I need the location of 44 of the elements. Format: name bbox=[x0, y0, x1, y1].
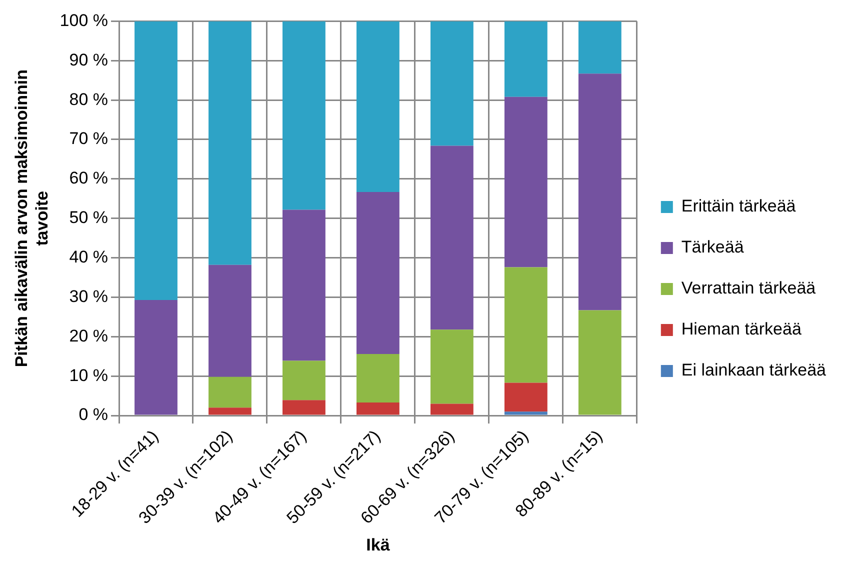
bar bbox=[356, 354, 400, 403]
bar bbox=[134, 300, 178, 415]
bar bbox=[578, 21, 622, 74]
legend-label: Verrattain tärkeää bbox=[681, 278, 816, 298]
y-tick-label: 0 % bbox=[78, 405, 108, 424]
bar bbox=[430, 21, 474, 146]
bar bbox=[430, 146, 474, 330]
bar bbox=[208, 264, 252, 377]
legend-label: Tärkeää bbox=[681, 238, 744, 257]
y-axis-title: Pitkän aikavälin arvon maksimoinnin tavoite bbox=[12, 70, 52, 368]
y-tick-label: 50 % bbox=[69, 208, 108, 228]
y-tick-label: 100 % bbox=[60, 10, 108, 30]
y-tick-label: 30 % bbox=[69, 286, 108, 306]
bar bbox=[282, 210, 326, 361]
y-tick-label: 70 % bbox=[69, 129, 108, 148]
legend-label: Erittäin tärkeää bbox=[681, 196, 796, 216]
bar bbox=[356, 402, 400, 415]
bar bbox=[504, 412, 548, 415]
y-tick-label: 20 % bbox=[69, 326, 108, 346]
bar bbox=[504, 96, 548, 268]
bar bbox=[356, 21, 400, 192]
bar bbox=[504, 382, 548, 412]
bar bbox=[208, 376, 252, 408]
y-tick-label: 10 % bbox=[69, 366, 108, 385]
bar bbox=[208, 21, 252, 265]
bar bbox=[134, 21, 178, 300]
y-tick-label: 40 % bbox=[69, 247, 108, 266]
y-tick-label: 90 % bbox=[69, 50, 108, 70]
legend-label: Ei lainkaan tärkeää bbox=[681, 360, 827, 380]
bar bbox=[504, 21, 548, 97]
bar bbox=[578, 310, 622, 415]
bar bbox=[282, 360, 326, 400]
bar bbox=[430, 404, 474, 415]
bar bbox=[578, 74, 622, 310]
bar bbox=[356, 192, 400, 354]
x-axis-title: Ikä bbox=[366, 535, 390, 554]
y-tick-label: 80 % bbox=[69, 90, 108, 109]
bar bbox=[282, 21, 326, 210]
bar bbox=[282, 400, 326, 415]
y-tick-label: 60 % bbox=[69, 168, 108, 188]
bar bbox=[208, 408, 252, 415]
legend-label: Hieman tärkeää bbox=[681, 320, 802, 339]
bar bbox=[504, 267, 548, 383]
bar bbox=[430, 330, 474, 404]
